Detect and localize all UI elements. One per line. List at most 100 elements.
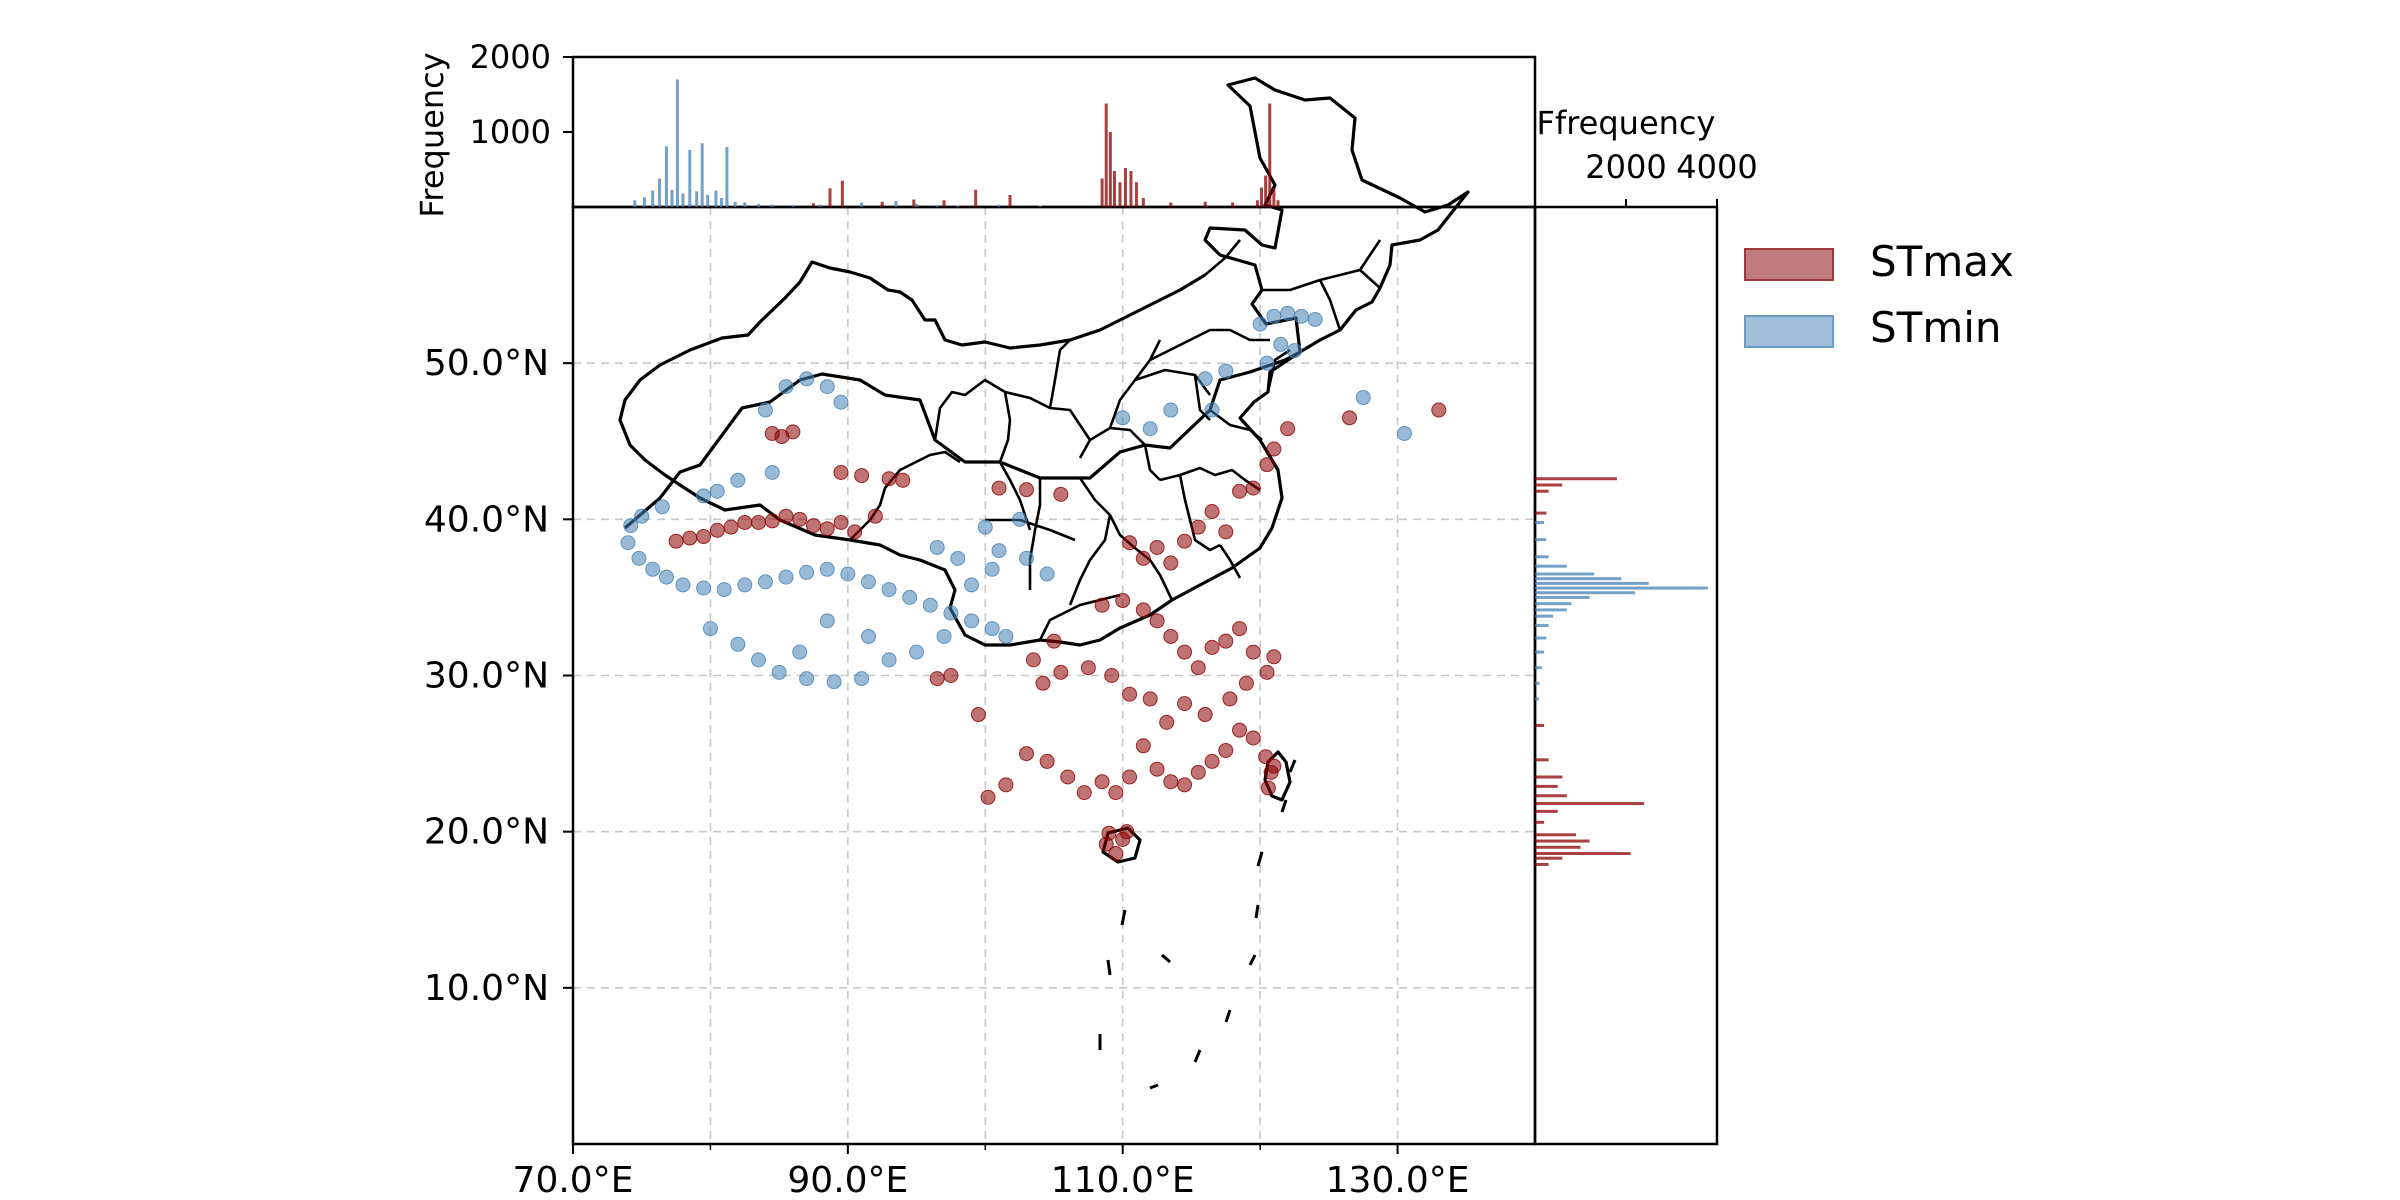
point-stmax: [1266, 441, 1282, 457]
point-stmin: [631, 550, 647, 566]
point-stmax: [1101, 825, 1117, 841]
point-stmin: [860, 574, 876, 590]
right-hist-bar-stmax: [1535, 489, 1549, 493]
right-hist-bar-stmin: [1535, 666, 1542, 670]
top-hist-bar-stmax: [912, 199, 916, 207]
point-stmax: [1149, 613, 1165, 629]
right-hist-bar-stmax: [1535, 758, 1549, 762]
top-hist-bar-stmax: [974, 189, 978, 207]
point-stmin: [1307, 311, 1323, 327]
right-hist-xlabel: Ffrequency: [1537, 104, 1716, 142]
point-stmax: [1204, 753, 1220, 769]
point-stmax: [1280, 421, 1296, 437]
top-hist-bar-stmin: [757, 204, 761, 207]
point-stmin: [950, 550, 966, 566]
point-stmax: [1232, 722, 1248, 738]
right-hist-bar-stmin: [1535, 577, 1622, 581]
point-stmin: [998, 628, 1014, 644]
right-hist-bar-stmin: [1535, 564, 1567, 568]
point-stmin: [771, 664, 787, 680]
point-stmax: [1019, 482, 1035, 498]
point-stmin: [1287, 343, 1302, 359]
point-stmin: [1259, 355, 1275, 371]
point-stmax: [1135, 738, 1151, 754]
top-hist-bar-stmin: [651, 190, 655, 207]
point-stmax: [1142, 691, 1158, 707]
province-lines: [849, 239, 1382, 641]
y-tick-label: 20.0°N: [424, 812, 549, 853]
top-hist-bar-stmin: [743, 202, 747, 207]
point-stmax: [1122, 535, 1138, 551]
point-stmin: [881, 652, 897, 668]
point-stmax: [1218, 633, 1234, 649]
point-stmax: [1122, 686, 1138, 702]
legend: STmax STmin: [1744, 237, 2014, 352]
top-hist-bar-stmax: [942, 200, 946, 207]
top-hist-bar-stmin: [658, 178, 662, 207]
top-hist-bar-stmin: [664, 146, 668, 207]
point-stmin: [751, 652, 767, 668]
top-hist-bar-stmax: [1231, 202, 1235, 207]
legend-swatch-stmin: [1744, 315, 1834, 348]
point-stmin: [645, 561, 661, 577]
top-hist-bar-stmax: [1008, 195, 1012, 207]
point-stmin: [757, 574, 773, 590]
point-stmax: [1094, 774, 1110, 790]
right-histogram: [1535, 477, 1708, 866]
point-stmax: [1104, 668, 1120, 683]
top-hist-bar-stmin: [915, 204, 919, 207]
point-stmax: [1259, 457, 1275, 473]
right-hist-bar-stmax: [1535, 833, 1576, 837]
point-stmin: [922, 597, 938, 613]
point-stmin: [737, 577, 753, 593]
x-tick-label: 90.0°E: [787, 1160, 908, 1200]
point-stmax: [847, 524, 863, 540]
right-hist-bar-stmin: [1535, 681, 1540, 685]
point-stmin: [1163, 402, 1179, 418]
point-stmin: [840, 566, 856, 582]
point-stmin: [623, 518, 639, 534]
top-hist-bar-stmax: [1264, 175, 1268, 207]
point-stmax: [980, 789, 996, 805]
right-hist-bar-stmin: [1535, 595, 1590, 599]
point-stmax: [1159, 714, 1175, 730]
right-hist-bar-stmin: [1535, 608, 1567, 612]
point-stmin: [819, 379, 835, 395]
point-stmin: [1266, 308, 1282, 324]
right-hist-bar-stmin: [1535, 538, 1547, 542]
top-hist-bar-stmax: [1112, 171, 1116, 207]
point-stmax: [792, 511, 808, 527]
right-hist-bar-stmax: [1535, 809, 1558, 813]
point-stmax: [998, 777, 1014, 793]
point-stmin: [620, 535, 636, 551]
x-tick-label: 130.0°E: [1326, 1160, 1470, 1200]
top-hist-bar-stmin: [719, 198, 723, 207]
point-stmin: [1218, 363, 1234, 379]
top-hist-bar-stmax: [1260, 187, 1264, 207]
right-hist-bar-stmin: [1535, 624, 1549, 628]
right-hist-bar-stmax: [1535, 723, 1545, 727]
point-stmax: [1218, 524, 1234, 540]
point-stmax: [1135, 602, 1151, 618]
top-hist-bar-stmax: [1108, 132, 1112, 207]
top-hist-y-tick-label: 2000: [470, 38, 551, 76]
top-hist-bar-stmin: [700, 143, 704, 207]
country-outline: [618, 76, 1470, 647]
top-hist-ylabel: Frequency: [413, 52, 451, 217]
top-hist-bar-stmin: [725, 147, 729, 207]
point-stmax: [682, 530, 698, 546]
point-stmax: [1053, 664, 1069, 680]
point-stmin: [860, 628, 876, 644]
top-hist-bar-stmax: [1118, 182, 1122, 207]
point-stmin: [833, 394, 849, 410]
top-hist-bar-stmin: [818, 204, 822, 207]
right-hist-bar-stmax: [1535, 845, 1581, 849]
point-stmax: [1122, 769, 1138, 785]
point-stmax: [929, 671, 945, 687]
point-stmax: [751, 514, 767, 530]
top-hist-bar-stmax: [1100, 178, 1104, 207]
right-hist-bar-stmax: [1535, 820, 1545, 824]
point-stmax: [991, 480, 1007, 496]
point-stmin: [696, 488, 712, 504]
point-stmax: [709, 522, 725, 538]
